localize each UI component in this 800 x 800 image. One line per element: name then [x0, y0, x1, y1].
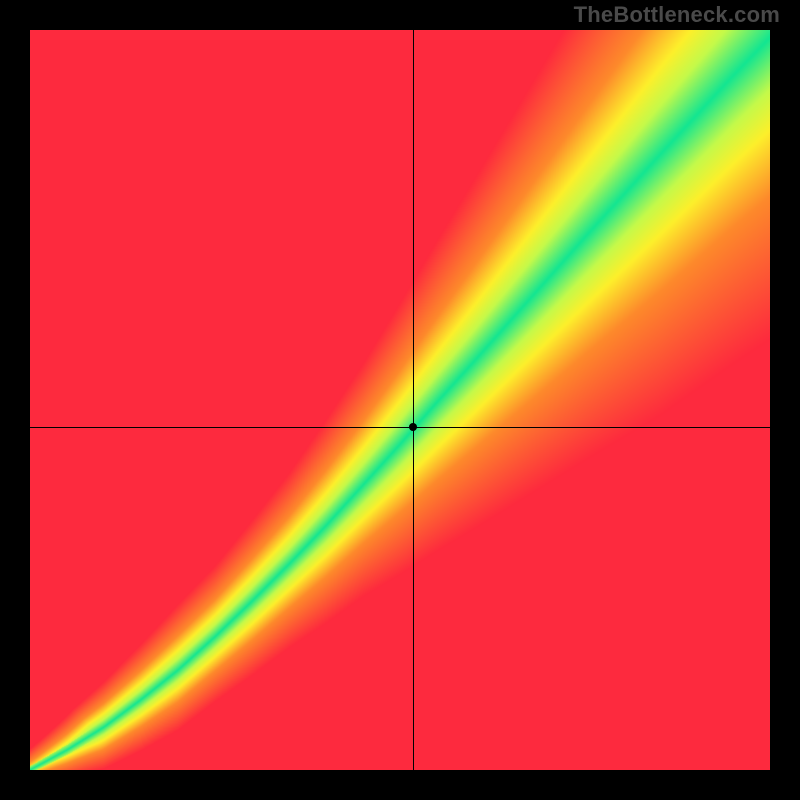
chart-frame: TheBottleneck.com	[0, 0, 800, 800]
heatmap-canvas	[30, 30, 770, 770]
heatmap-plot	[30, 30, 770, 770]
watermark-text: TheBottleneck.com	[574, 2, 780, 28]
